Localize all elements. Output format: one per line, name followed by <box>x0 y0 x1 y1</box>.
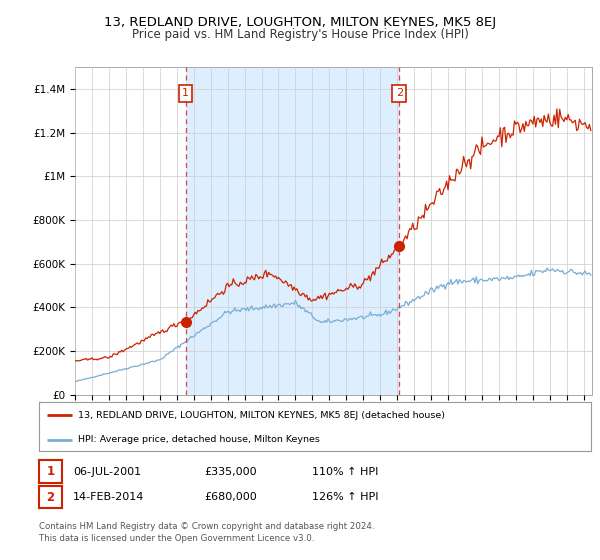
Text: Price paid vs. HM Land Registry's House Price Index (HPI): Price paid vs. HM Land Registry's House … <box>131 28 469 41</box>
Bar <box>185 67 399 395</box>
Text: 06-JUL-2001: 06-JUL-2001 <box>73 466 142 477</box>
Text: 1: 1 <box>182 88 189 99</box>
Text: HPI: Average price, detached house, Milton Keynes: HPI: Average price, detached house, Milt… <box>77 436 320 445</box>
Text: Contains HM Land Registry data © Crown copyright and database right 2024.
This d: Contains HM Land Registry data © Crown c… <box>39 522 374 543</box>
Text: 2: 2 <box>395 88 403 99</box>
Text: 14-FEB-2014: 14-FEB-2014 <box>73 492 145 502</box>
Text: £680,000: £680,000 <box>204 492 257 502</box>
Text: 1: 1 <box>46 465 55 478</box>
Text: 13, REDLAND DRIVE, LOUGHTON, MILTON KEYNES, MK5 8EJ (detached house): 13, REDLAND DRIVE, LOUGHTON, MILTON KEYN… <box>77 411 445 420</box>
Text: 126% ↑ HPI: 126% ↑ HPI <box>312 492 379 502</box>
Text: £335,000: £335,000 <box>204 466 257 477</box>
Text: 2: 2 <box>46 491 55 504</box>
Text: 110% ↑ HPI: 110% ↑ HPI <box>312 466 379 477</box>
Text: 13, REDLAND DRIVE, LOUGHTON, MILTON KEYNES, MK5 8EJ: 13, REDLAND DRIVE, LOUGHTON, MILTON KEYN… <box>104 16 496 29</box>
